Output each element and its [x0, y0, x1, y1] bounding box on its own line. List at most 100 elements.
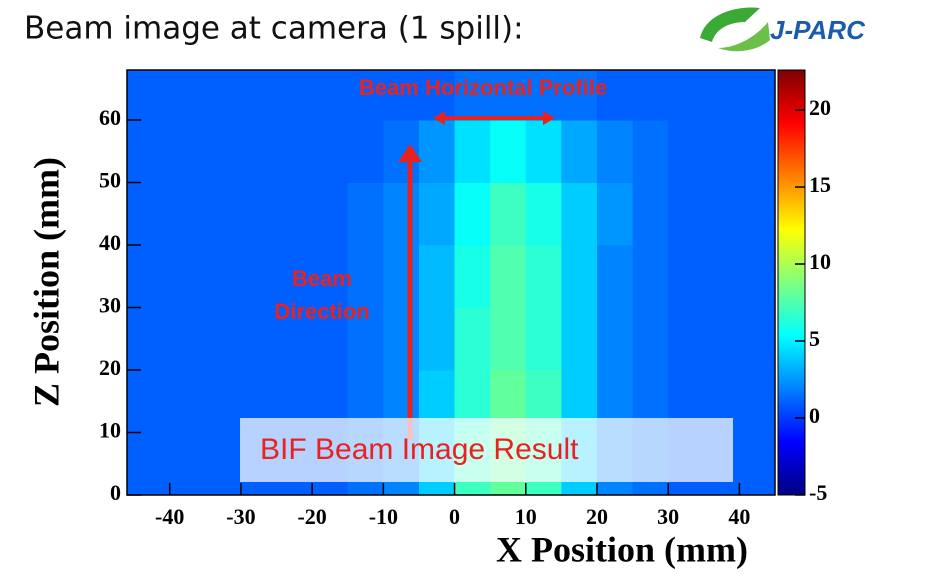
heat-cell — [312, 120, 348, 183]
heat-cell — [127, 308, 170, 371]
caption: BIF Beam Image Result — [260, 433, 579, 466]
y-tick-label: 30 — [99, 293, 121, 318]
heat-cell — [127, 70, 170, 121]
heat-cell — [170, 183, 206, 246]
heat-cell — [668, 308, 704, 371]
heat-cell — [561, 120, 597, 183]
heat-cell — [739, 370, 775, 433]
heat-cell — [170, 433, 206, 496]
slide: Beam image at camera (1 spill): J-PARC -… — [0, 0, 927, 576]
heat-cell — [170, 245, 206, 308]
heat-cell — [419, 308, 455, 371]
heat-cell — [383, 308, 419, 371]
heat-cell — [633, 183, 669, 246]
heat-cell — [241, 120, 277, 183]
heat-cell — [739, 308, 775, 371]
annotation: Beam Horizontal Profile — [359, 75, 607, 100]
x-tick-label: -20 — [297, 504, 326, 529]
x-tick-label: 30 — [657, 504, 679, 529]
x-tick-label: 0 — [449, 504, 460, 529]
heat-cell — [704, 70, 740, 121]
colorbar-tick-label: 15 — [809, 172, 831, 197]
heat-cell — [348, 183, 384, 246]
heat-cell — [597, 183, 633, 246]
y-tick-label: 60 — [99, 105, 121, 130]
heat-cell — [526, 308, 562, 371]
x-tick-label: -40 — [155, 504, 184, 529]
heat-cell — [205, 120, 241, 183]
x-tick-label: 20 — [586, 504, 608, 529]
logo-swoosh — [700, 7, 760, 42]
heat-cell — [633, 70, 669, 121]
x-tick-label: 40 — [728, 504, 750, 529]
heat-cell — [241, 308, 277, 371]
y-tick-label: 0 — [110, 480, 121, 505]
heat-cell — [419, 245, 455, 308]
heat-cell — [348, 120, 384, 183]
heat-cell — [241, 245, 277, 308]
heat-cell — [277, 183, 313, 246]
heat-cell — [490, 308, 526, 371]
x-tick-label: -10 — [369, 504, 398, 529]
heat-cell — [526, 120, 562, 183]
heat-cell — [633, 308, 669, 371]
heat-cell — [739, 70, 775, 121]
heat-cell — [170, 370, 206, 433]
heat-cell — [561, 245, 597, 308]
heat-cell — [127, 183, 170, 246]
colorbar-tick-label: 5 — [809, 326, 820, 351]
y-tick-label: 50 — [99, 168, 121, 193]
heat-cell — [597, 245, 633, 308]
heat-cell — [127, 370, 170, 433]
heat-cell — [490, 120, 526, 183]
heat-cell — [561, 183, 597, 246]
annotation: Beam — [292, 266, 352, 291]
heat-cell — [704, 308, 740, 371]
heat-cell — [170, 308, 206, 371]
colorbar-tick-label: 0 — [809, 403, 820, 428]
heat-cell — [205, 70, 241, 121]
heat-cell — [383, 245, 419, 308]
heat-cell — [127, 433, 170, 496]
heat-cell — [170, 70, 206, 121]
x-tick-label: -30 — [226, 504, 255, 529]
heat-cell — [205, 433, 241, 496]
y-tick-label: 40 — [99, 230, 121, 255]
heat-cell — [205, 370, 241, 433]
heat-cell — [490, 183, 526, 246]
heat-cell — [526, 245, 562, 308]
heat-cell — [739, 433, 775, 496]
heat-cell — [205, 308, 241, 371]
heat-cell — [739, 183, 775, 246]
heat-cell — [633, 120, 669, 183]
annotation: Direction — [274, 299, 369, 324]
logo: J-PARC — [700, 7, 866, 51]
heat-cell — [241, 183, 277, 246]
heat-cell — [597, 308, 633, 371]
heat-cell — [241, 70, 277, 121]
heat-cell — [597, 120, 633, 183]
x-axis-title: X Position (mm) — [496, 529, 748, 569]
y-axis-title: Z Position (mm) — [26, 157, 66, 407]
heat-cell — [490, 245, 526, 308]
heat-cell — [633, 245, 669, 308]
heat-cell — [739, 120, 775, 183]
heat-cell — [205, 183, 241, 246]
heat-cell — [455, 120, 491, 183]
heat-cell — [704, 245, 740, 308]
heat-cell — [455, 308, 491, 371]
heat-cell — [277, 70, 313, 121]
heat-cell — [704, 183, 740, 246]
y-tick-label: 20 — [99, 355, 121, 380]
heat-cell — [383, 183, 419, 246]
heat-cell — [170, 120, 206, 183]
colorbar-tick-label: -5 — [809, 480, 827, 505]
heat-cell — [419, 120, 455, 183]
heat-cell — [561, 308, 597, 371]
colorbar-tick-label: 10 — [809, 249, 831, 274]
heat-cell — [455, 245, 491, 308]
y-tick-label: 10 — [99, 418, 121, 443]
heat-cell — [127, 120, 170, 183]
heat-cell — [312, 70, 348, 121]
heat-cell — [668, 245, 704, 308]
